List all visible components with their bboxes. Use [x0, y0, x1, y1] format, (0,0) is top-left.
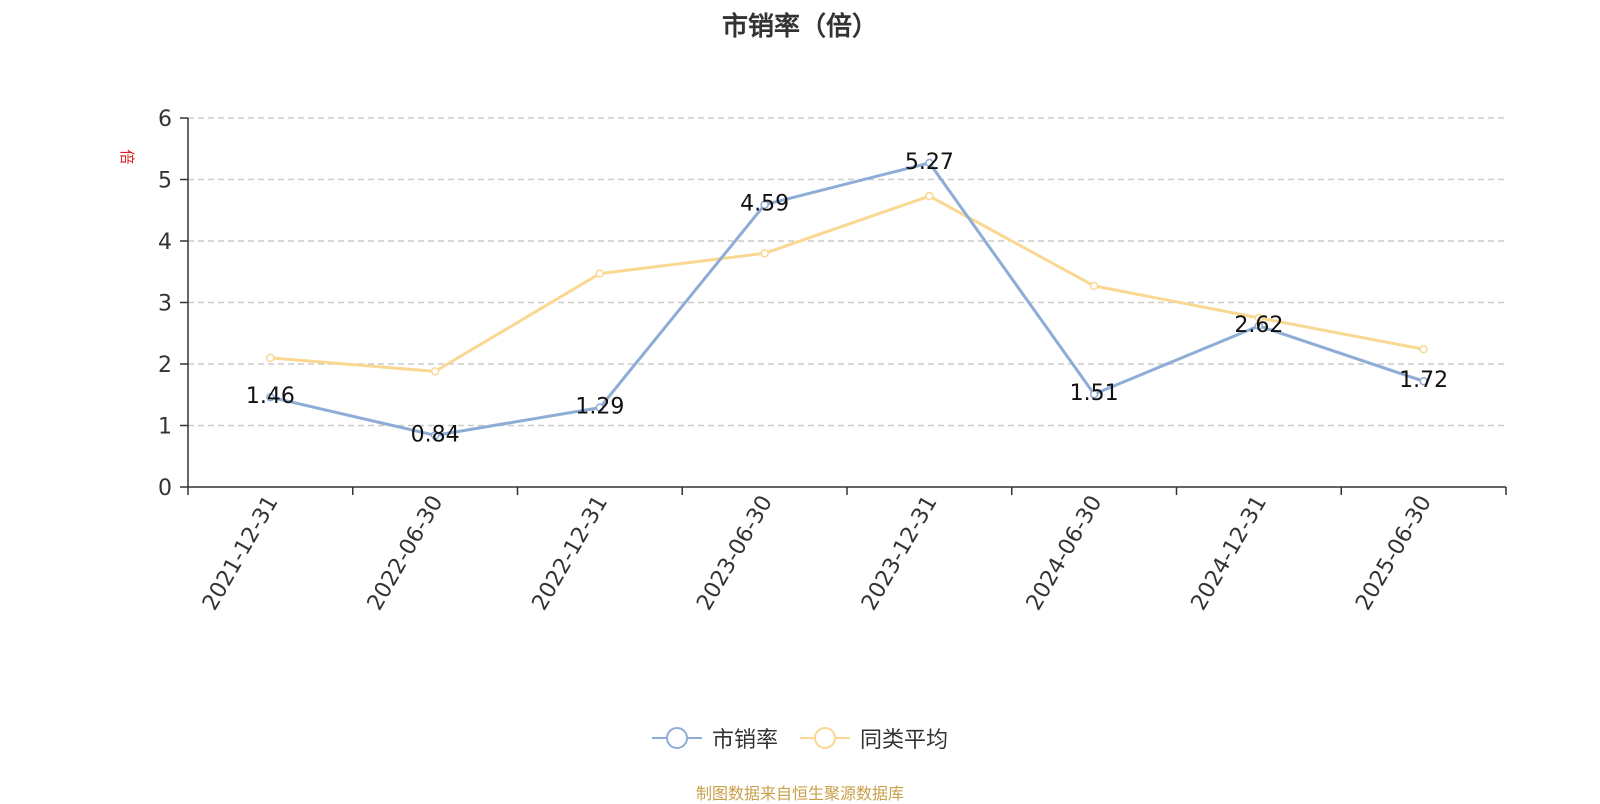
legend-label-series-2: 同类平均: [860, 728, 949, 753]
x-tick-label: 2021-12-31: [198, 492, 284, 615]
legend-item-series-1[interactable]: 市销率: [651, 722, 778, 754]
x-tick-label: 2023-06-30: [692, 492, 778, 615]
series-2-point: [1089, 281, 1099, 291]
y-tick-label: 6: [158, 107, 172, 132]
y-tick-label: 4: [158, 230, 172, 255]
legend-marker-series-2: [800, 727, 850, 749]
x-tick-label: 2022-06-30: [363, 492, 449, 615]
x-tick-label: 2022-12-31: [527, 492, 613, 615]
legend-item-series-2[interactable]: 同类平均: [800, 722, 948, 754]
data-label: 1.46: [246, 384, 295, 409]
series-2-point: [266, 353, 275, 363]
y-tick-label: 0: [158, 476, 172, 501]
data-label: 5.27: [905, 150, 954, 175]
series-line-2: [270, 194, 1424, 373]
series-1-point: [760, 200, 769, 209]
series-line-1: [270, 161, 1425, 437]
x-tick-label: 2024-06-30: [1022, 492, 1108, 615]
data-label: 1.72: [1399, 368, 1448, 393]
y-tick-label: 2: [158, 353, 172, 378]
series-1-point: [1254, 321, 1264, 331]
legend-label-series-1: 市销率: [711, 728, 778, 753]
series-2-point: [925, 191, 934, 201]
x-tick-label: 2025-06-30: [1351, 492, 1437, 615]
series-1-point: [1089, 389, 1099, 399]
x-tick-label: 2023-12-31: [857, 492, 943, 615]
y-tick-label: 3: [158, 292, 172, 317]
series-2-point: [1254, 313, 1264, 323]
x-tick-label: 2024-12-31: [1186, 492, 1272, 615]
y-tick-label: 5: [158, 169, 172, 194]
series-1-point: [925, 158, 934, 168]
series-1-point: [266, 392, 275, 402]
chart-title: 市销率（倍）: [721, 12, 878, 42]
data-label: 1.29: [575, 395, 624, 420]
series-2-point: [430, 367, 440, 376]
series-1-point: [1419, 376, 1428, 386]
series-1-point: [430, 431, 440, 440]
y-tick-label: 1: [158, 415, 172, 440]
series-2-point: [595, 269, 605, 278]
legend-marker-series-1: [651, 727, 702, 749]
data-label: 1.51: [1070, 381, 1119, 406]
data-label: 0.84: [411, 422, 460, 447]
source-note: 制图数据来自恒生聚源数据库: [695, 784, 904, 803]
legend: 市销率 同类平均: [0, 722, 1600, 754]
series-2-point: [1419, 344, 1428, 354]
data-label: 2.62: [1234, 313, 1283, 338]
series-2-point: [760, 249, 769, 258]
line-chart: 0 1 2 3 4 5 6 倍 2021-12-31 2022-06-30 2022-12-31 20…: [118, 107, 1507, 615]
data-label: 4.59: [740, 192, 789, 217]
series-1-point: [595, 403, 605, 412]
y-axis-label: 倍: [118, 149, 136, 164]
